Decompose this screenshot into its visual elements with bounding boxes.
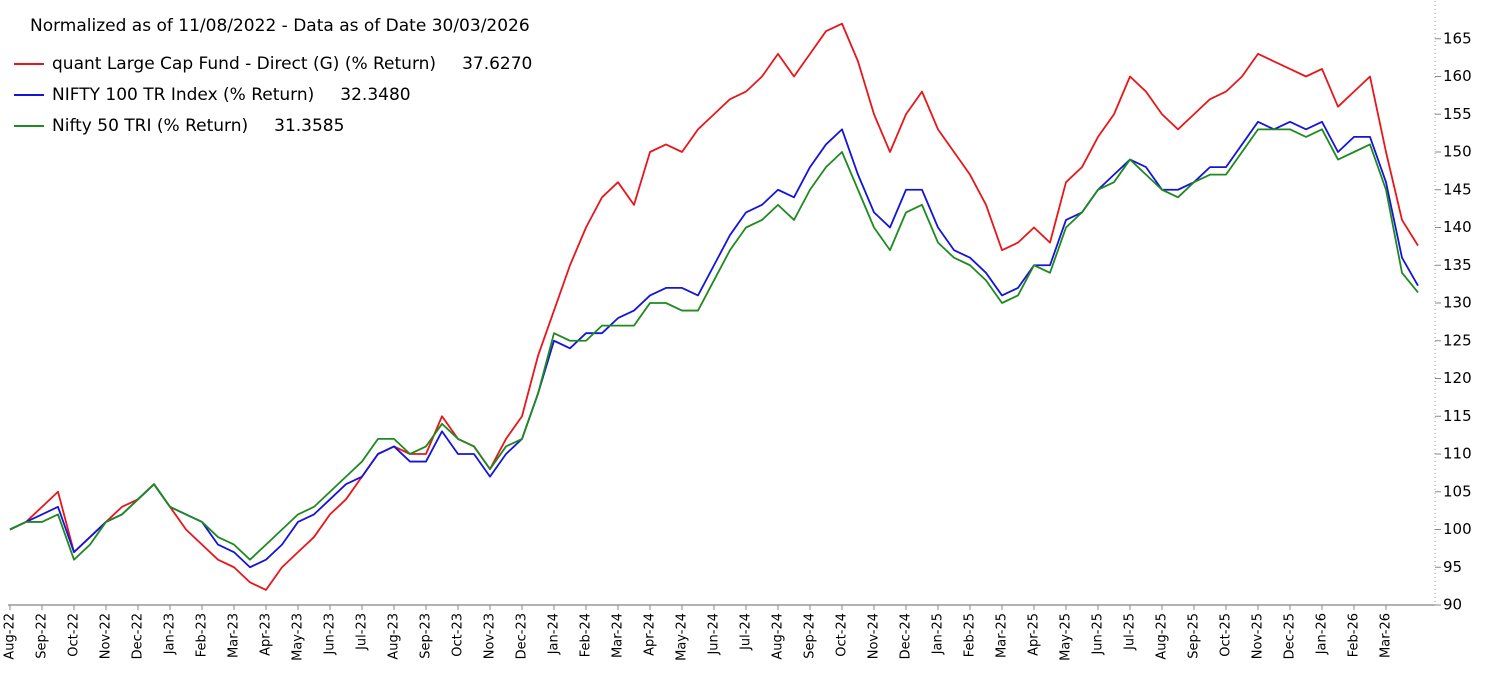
y-tick-label: 135 [1443,256,1472,274]
y-tick-label: 120 [1443,369,1472,387]
x-tick-label: Oct-24 [835,613,850,657]
legend-return: 37.6270 [462,54,532,74]
x-tick-label: Oct-25 [1219,613,1234,657]
x-tick-label: May-23 [291,613,306,661]
legend-label: quant Large Cap Fund - Direct (G) (% Ret… [52,54,436,74]
y-tick-label: 95 [1443,558,1462,576]
x-tick-label: Nov-23 [483,613,498,659]
y-tick-label: 140 [1443,218,1472,236]
x-tick-label: Dec-23 [515,613,530,659]
x-tick-label: Sep-22 [35,613,50,659]
x-tick-label: Jan-23 [163,613,178,655]
legend-return: 32.3480 [340,85,410,105]
series-line [9,22,1419,591]
x-tick-label: May-25 [1059,613,1074,661]
x-tick-label: Mar-26 [1379,613,1394,658]
x-tick-label: Mar-23 [227,613,242,658]
y-tick-label: 110 [1443,445,1472,463]
y-tick-label: 105 [1443,482,1472,500]
x-tick-label: Feb-24 [579,613,594,657]
x-tick-label: Oct-22 [67,613,82,657]
x-tick-label: Jan-25 [931,613,946,655]
x-tick-label: Mar-24 [611,613,626,658]
legend-label: Nifty 50 TRI (% Return) [52,116,248,136]
x-tick-label: Jul-23 [355,613,370,651]
x-tick-label: Aug-25 [1155,613,1170,660]
x-tick-label: Jan-24 [547,613,562,655]
y-tick-label: 115 [1443,407,1472,425]
legend-label: NIFTY 100 TR Index (% Return) [52,85,314,105]
x-tick-label: Apr-23 [259,613,274,656]
x-tick-label: Mar-25 [995,613,1010,658]
y-tick-label: 125 [1443,331,1472,349]
x-tick-label: Jan-26 [1315,613,1330,655]
x-tick-label: Jun-23 [323,613,338,656]
x-tick-label: Apr-24 [643,613,658,656]
y-tick-label: 130 [1443,294,1472,312]
x-tick-label: Dec-22 [131,613,146,659]
x-tick-label: Nov-25 [1251,613,1266,659]
x-tick-label: Feb-25 [963,613,978,657]
y-tick-label: 100 [1443,520,1472,538]
x-tick-label: Feb-26 [1347,613,1362,657]
x-tick-label: Nov-22 [99,613,114,659]
x-tick-label: Dec-25 [1283,613,1298,659]
y-tick-label: 145 [1443,180,1472,198]
y-tick-label: 160 [1443,67,1472,85]
x-tick-label: Oct-23 [451,613,466,657]
x-tick-label: Aug-23 [387,613,402,660]
chart-title: Normalized as of 11/08/2022 - Data as of… [30,16,530,36]
x-tick-label: Sep-24 [803,613,818,659]
x-tick-label: Jun-24 [707,613,722,656]
x-tick-label: Jun-25 [1091,613,1106,656]
x-tick-label: Sep-23 [419,613,434,659]
y-tick-label: 90 [1443,596,1462,614]
x-tick-label: Jul-25 [1123,613,1138,651]
x-tick-label: May-24 [675,613,690,661]
y-tick-label: 165 [1443,29,1472,47]
x-tick-label: Jul-24 [739,613,754,651]
legend-return: 31.3585 [274,116,344,136]
y-tick-label: 155 [1443,105,1472,123]
series-line [9,120,1419,569]
y-tick-label: 150 [1443,143,1472,161]
x-tick-label: Aug-22 [3,613,18,660]
x-tick-label: Apr-25 [1027,613,1042,656]
x-tick-label: Aug-24 [771,613,786,660]
x-tick-label: Dec-24 [899,613,914,659]
x-tick-label: Feb-23 [195,613,210,657]
series-line [9,128,1419,561]
x-tick-label: Sep-25 [1187,613,1202,659]
x-tick-label: Nov-24 [867,613,882,659]
